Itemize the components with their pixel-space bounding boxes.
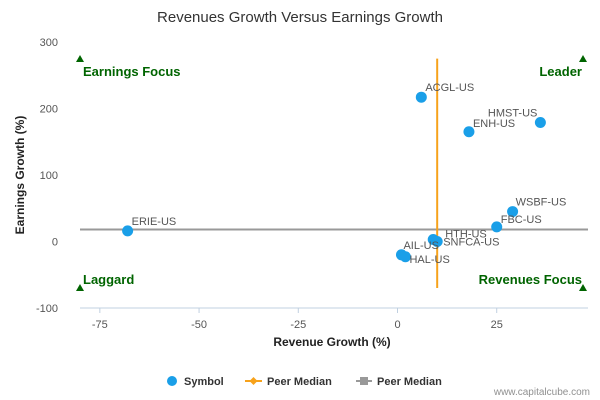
scatter-point[interactable] [415, 91, 427, 103]
corner-marker-top-left-icon [76, 55, 84, 62]
legend-peer-median-x-icon [249, 377, 258, 385]
legend-peer-median-y-label: Peer Median [377, 376, 442, 388]
legend-symbol-icon [167, 376, 177, 386]
scatter-point[interactable] [431, 236, 443, 247]
credit-text: www.capitalcube.com [493, 387, 590, 398]
quadrant-earnings-focus: Earnings Focus [83, 64, 181, 79]
x-tick-label: -75 [92, 319, 108, 331]
y-axis-title: Earnings Growth (%) [13, 116, 27, 235]
y-tick-label: -100 [36, 303, 58, 315]
point-label: HTH-US [445, 229, 487, 241]
point-label: ERIE-US [132, 216, 177, 228]
y-tick-label: 300 [40, 37, 58, 49]
x-axis-ticks: -75 -50 -25 0 25 [92, 308, 503, 331]
peer-median-lines [80, 58, 588, 289]
legend-symbol-label: Symbol [184, 376, 224, 388]
scatter-point[interactable] [534, 116, 546, 128]
legend-peer-median-x-label: Peer Median [267, 376, 332, 388]
scatter-point[interactable] [399, 251, 411, 263]
quadrant-labels: Earnings Focus Leader Laggard Revenues F… [76, 55, 587, 291]
point-label: WSBF-US [516, 197, 567, 209]
y-tick-label: 100 [40, 170, 58, 182]
point-label: ACGL-US [425, 82, 474, 94]
quadrant-leader: Leader [539, 64, 582, 79]
x-axis-title: Revenue Growth (%) [273, 335, 390, 349]
scatter-point[interactable] [122, 225, 134, 237]
point-label: FBC-US [501, 214, 542, 226]
legend-item-peer-median-y[interactable]: Peer Median [356, 376, 442, 388]
scatter-point[interactable] [491, 221, 503, 233]
legend: Symbol Peer Median Peer Median [167, 376, 442, 388]
x-tick-label: 0 [394, 319, 400, 331]
point-label: AIL-US [403, 240, 438, 252]
x-tick-label: -50 [191, 319, 207, 331]
quadrant-revenues-focus: Revenues Focus [479, 272, 582, 287]
scatter-point[interactable] [463, 126, 475, 138]
x-tick-label: 25 [491, 319, 503, 331]
point-label: ENH-US [473, 118, 515, 130]
point-label: HMST-US [488, 107, 538, 119]
chart-title: Revenues Growth Versus Earnings Growth [157, 9, 443, 26]
quadrant-laggard: Laggard [83, 272, 134, 287]
point-label: HAL-US [409, 254, 449, 266]
y-tick-label: 200 [40, 104, 58, 116]
legend-item-symbol[interactable]: Symbol [167, 376, 224, 388]
corner-marker-bottom-right-icon [579, 284, 587, 291]
y-tick-label: 0 [52, 237, 58, 249]
corner-marker-bottom-left-icon [76, 284, 84, 291]
legend-peer-median-y-icon [360, 377, 368, 385]
corner-marker-top-right-icon [579, 55, 587, 62]
point-label: SNFCA-US [443, 237, 499, 249]
x-tick-label: -25 [290, 319, 306, 331]
legend-item-peer-median-x[interactable]: Peer Median [245, 376, 332, 388]
scatter-point[interactable] [507, 206, 519, 218]
y-axis-ticks: -100 0 100 200 300 [36, 37, 58, 315]
